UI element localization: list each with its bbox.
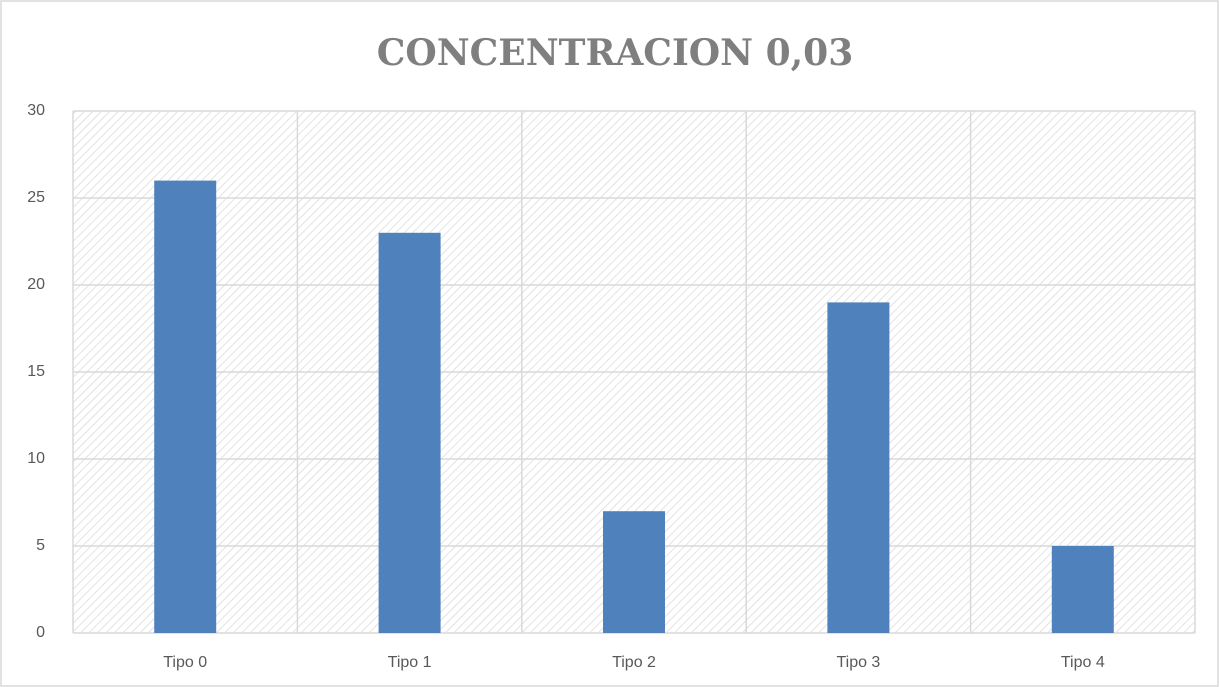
y-tick-label: 5 [36, 537, 45, 554]
x-tick-label: Tipo 3 [836, 654, 880, 671]
y-tick-label: 20 [27, 276, 45, 293]
x-tick-label: Tipo 0 [163, 654, 207, 671]
chart-title: CONCENTRACION 0,03 [377, 32, 854, 74]
y-tick-label: 0 [36, 624, 45, 641]
y-tick-label: 15 [27, 363, 45, 380]
y-tick-label: 30 [27, 102, 45, 119]
x-tick-label: Tipo 2 [612, 654, 656, 671]
bar [827, 302, 890, 633]
y-tick-label: 10 [27, 450, 45, 467]
bar [378, 232, 441, 634]
x-tick-label: Tipo 1 [388, 654, 432, 671]
bar [154, 180, 217, 633]
bar [1051, 546, 1114, 633]
x-tick-label: Tipo 4 [1061, 654, 1105, 671]
bar [603, 511, 665, 633]
y-tick-label: 25 [27, 189, 45, 206]
